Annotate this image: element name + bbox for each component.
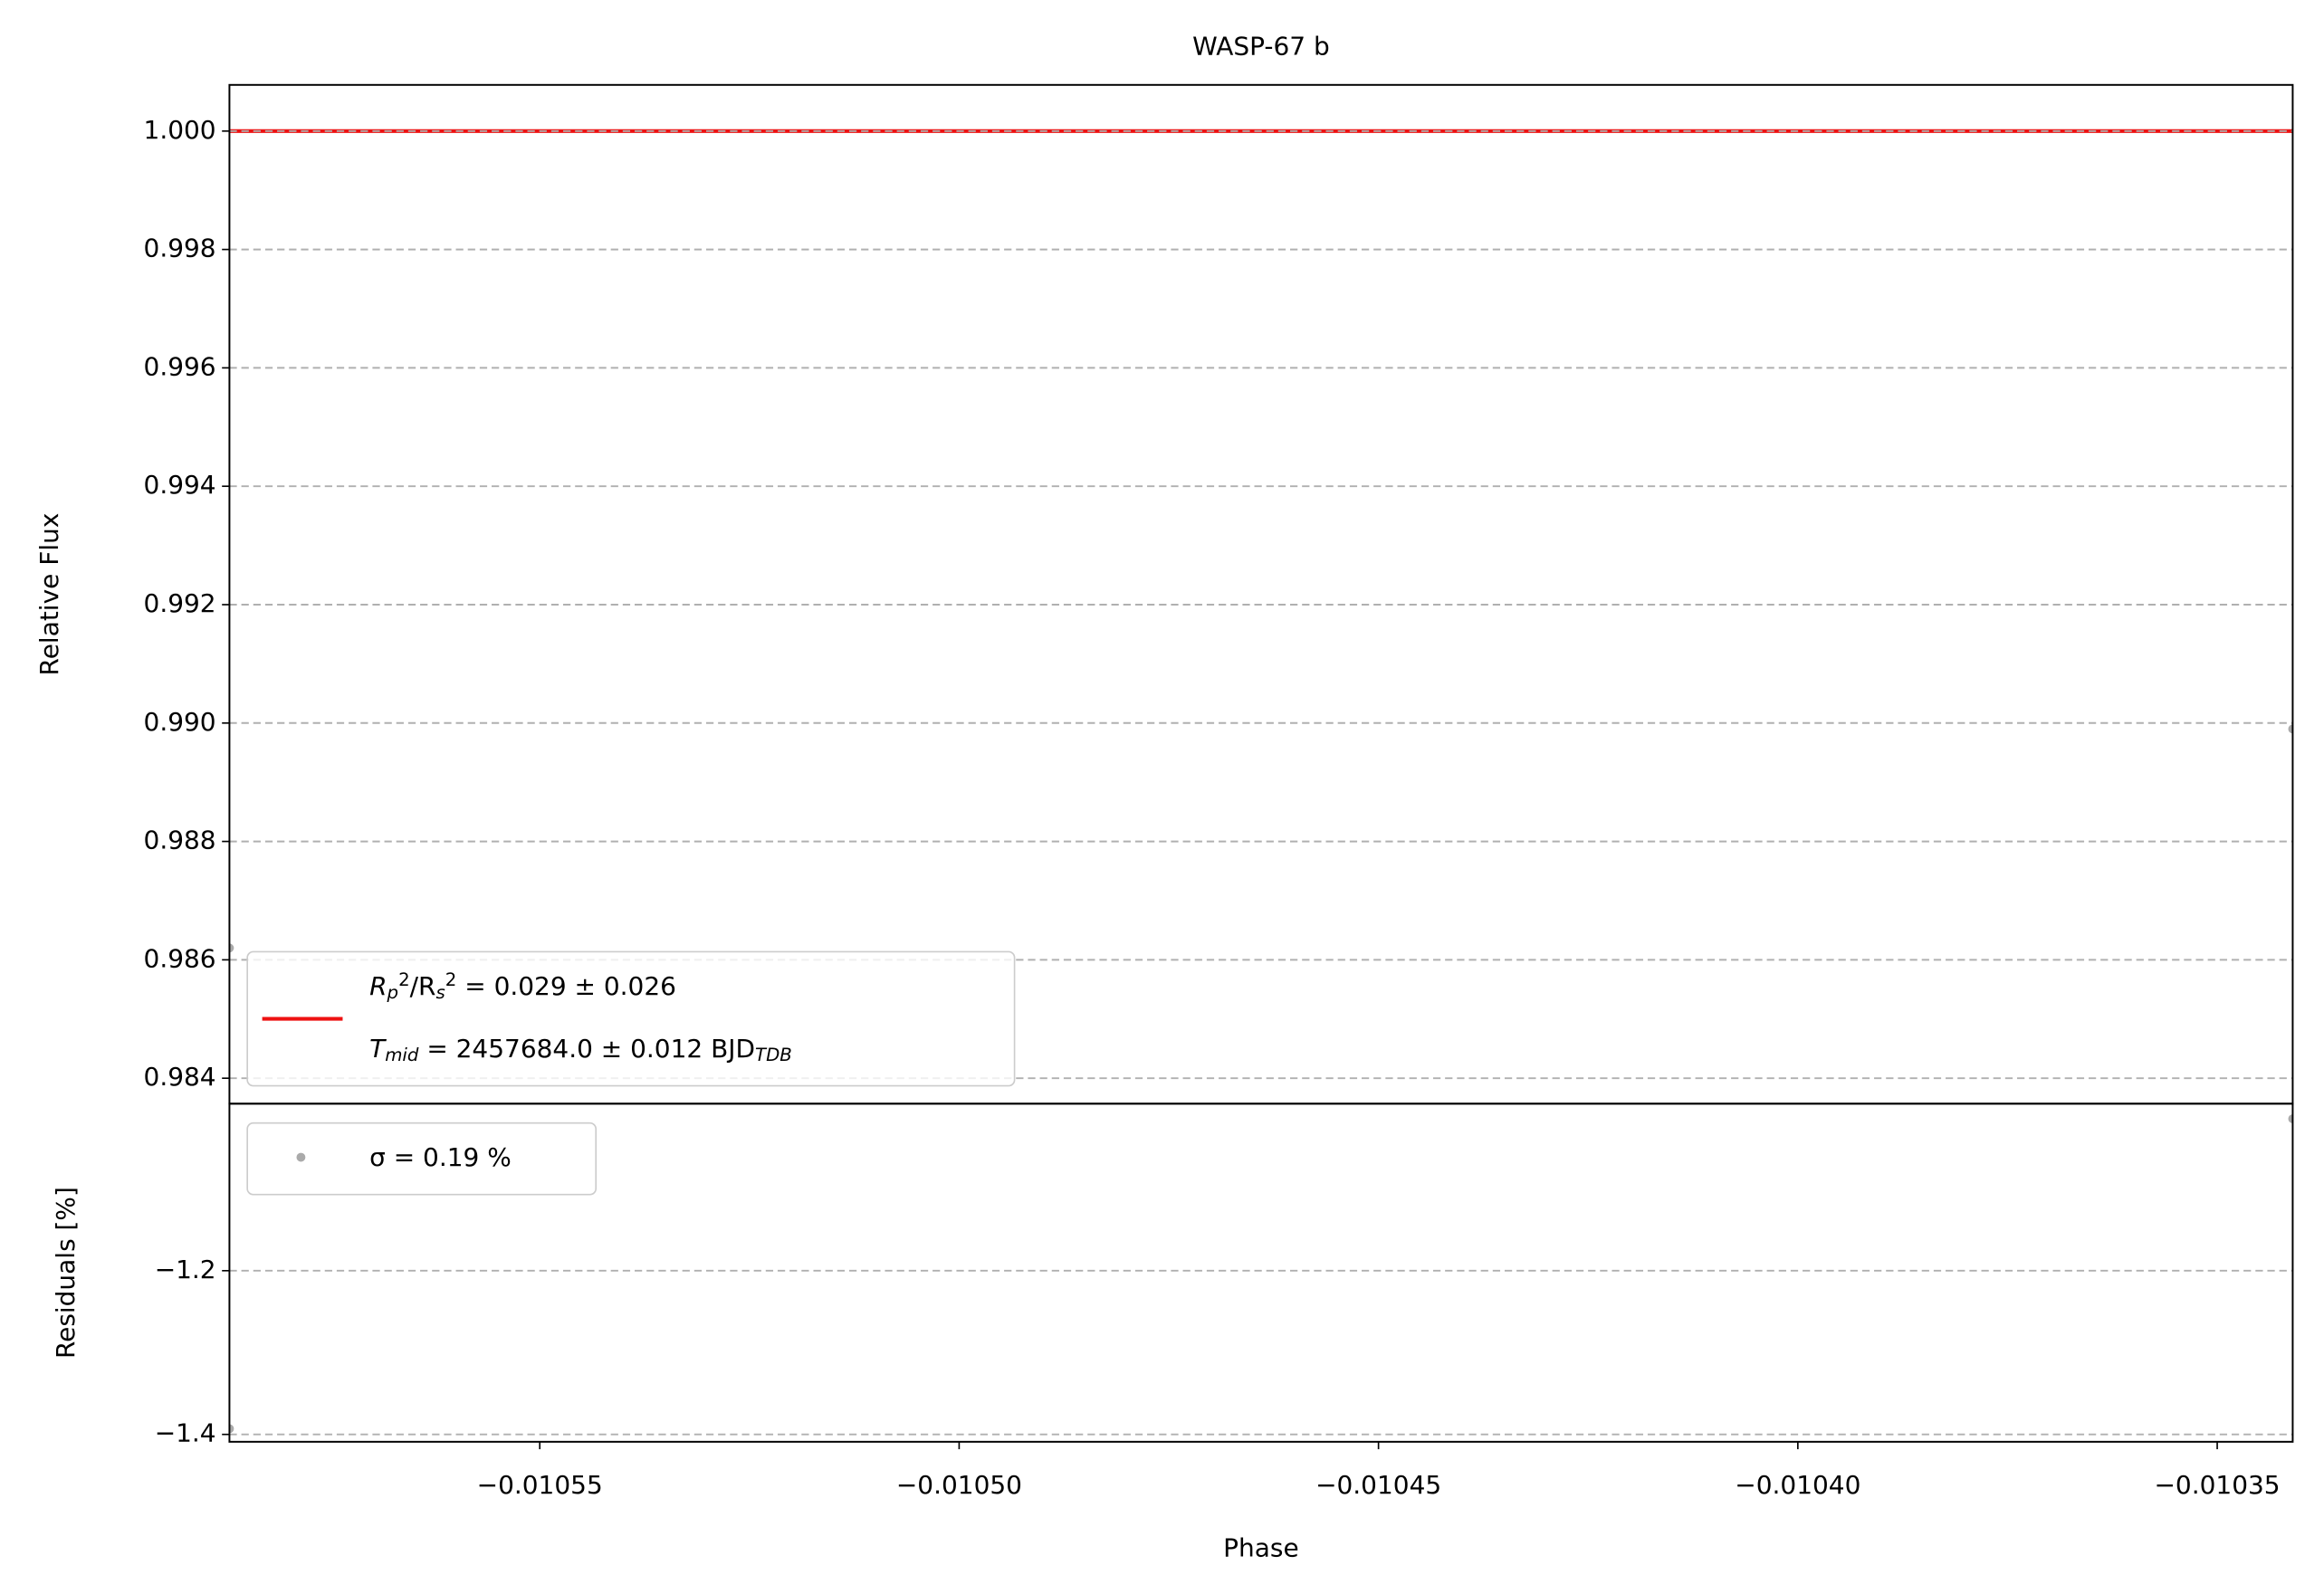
x-tick-label: −0.01055: [477, 1470, 603, 1500]
y-tick-label: −1.4: [155, 1418, 216, 1448]
plot-area: [229, 1114, 2293, 1434]
legend-label: Rp2/Rs2 = 0.029 ± 0.026: [369, 969, 676, 1002]
data-point: [229, 943, 234, 953]
data-point: [229, 1424, 234, 1434]
y-tick-label: 0.992: [144, 588, 216, 618]
data-point: [2288, 1114, 2293, 1123]
legend-box: [246, 950, 1016, 1087]
legend-label: σ = 0.19 %: [369, 1142, 512, 1172]
y-tick-label: 0.986: [144, 943, 216, 973]
y-tick-label: 0.990: [144, 707, 216, 737]
y-tick-label: 0.996: [144, 351, 216, 381]
chart-title: WASP-67 b: [1192, 32, 1330, 62]
y-tick-label: 0.984: [144, 1062, 216, 1092]
y-tick-label: 0.988: [144, 826, 216, 855]
data-point: [2288, 724, 2293, 734]
y-tick-label: 0.998: [144, 234, 216, 263]
x-tick-label: −0.01045: [1315, 1470, 1441, 1500]
x-axis-label: Phase: [1223, 1532, 1299, 1562]
y-tick-label: −1.2: [155, 1255, 216, 1284]
x-tick-label: −0.01050: [896, 1470, 1022, 1500]
x-tick-label: −0.01040: [1735, 1470, 1860, 1500]
x-tick-label: −0.01035: [2154, 1470, 2280, 1500]
y-axis-label: Relative Flux: [34, 513, 64, 676]
legend-label: Tmid = 2457684.0 ± 0.012 BJDTDB: [369, 1034, 792, 1065]
legend-box: [246, 1122, 598, 1196]
y-tick-label: 0.994: [144, 470, 216, 500]
legend-swatch: [296, 1152, 306, 1162]
y-tick-label: 1.000: [144, 115, 216, 145]
y-axis-label: Residuals [%]: [51, 1187, 81, 1359]
axes-frame: [228, 1102, 2294, 1443]
